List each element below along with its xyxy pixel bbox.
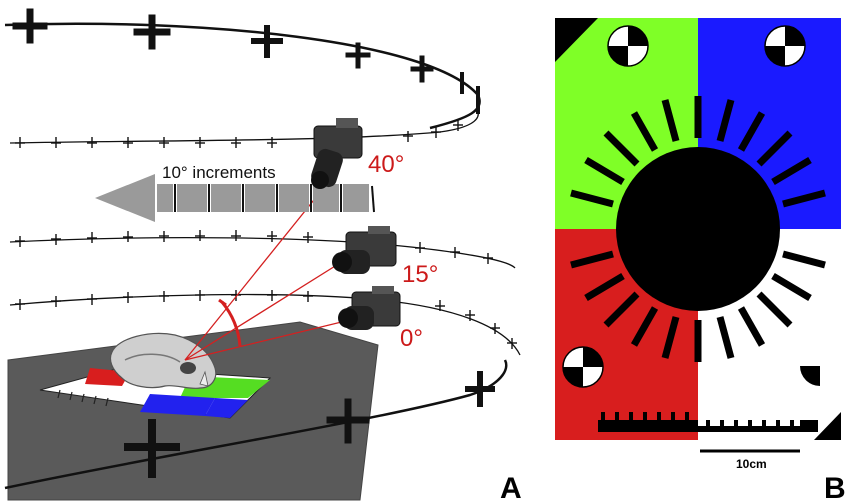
camera-icon: [332, 226, 397, 274]
corner-target-tl: [607, 25, 649, 67]
corner-target-bl: [562, 346, 604, 388]
panel-letter-b: B: [824, 472, 846, 504]
camera-icon: [338, 286, 401, 330]
corner-target-br: [800, 366, 841, 440]
panel-a: 10° increments 40° 15° 0°: [4, 8, 522, 504]
orbit-ring-0: [9, 293, 521, 356]
orbit-ring-front: [4, 359, 508, 490]
orbit-ring-top: [4, 22, 481, 130]
scale-label: 10cm: [736, 457, 767, 471]
angle-label-40: 40°: [368, 151, 404, 178]
center-disc: [616, 147, 780, 311]
camera-icon: [311, 118, 363, 189]
angle-label-0: 0°: [400, 325, 423, 352]
panel-b: 10cm B: [555, 18, 846, 504]
increment-label: 10° increments: [162, 163, 276, 182]
orbit-ticks-top: [12, 8, 480, 114]
skull-icon: [109, 332, 217, 390]
scale-bar: 10cm: [700, 449, 800, 471]
angle-label-15: 15°: [402, 261, 438, 288]
corner-target-tr: [764, 25, 806, 67]
arrow-icon: [95, 174, 375, 222]
panel-letter-a: A: [500, 472, 522, 504]
